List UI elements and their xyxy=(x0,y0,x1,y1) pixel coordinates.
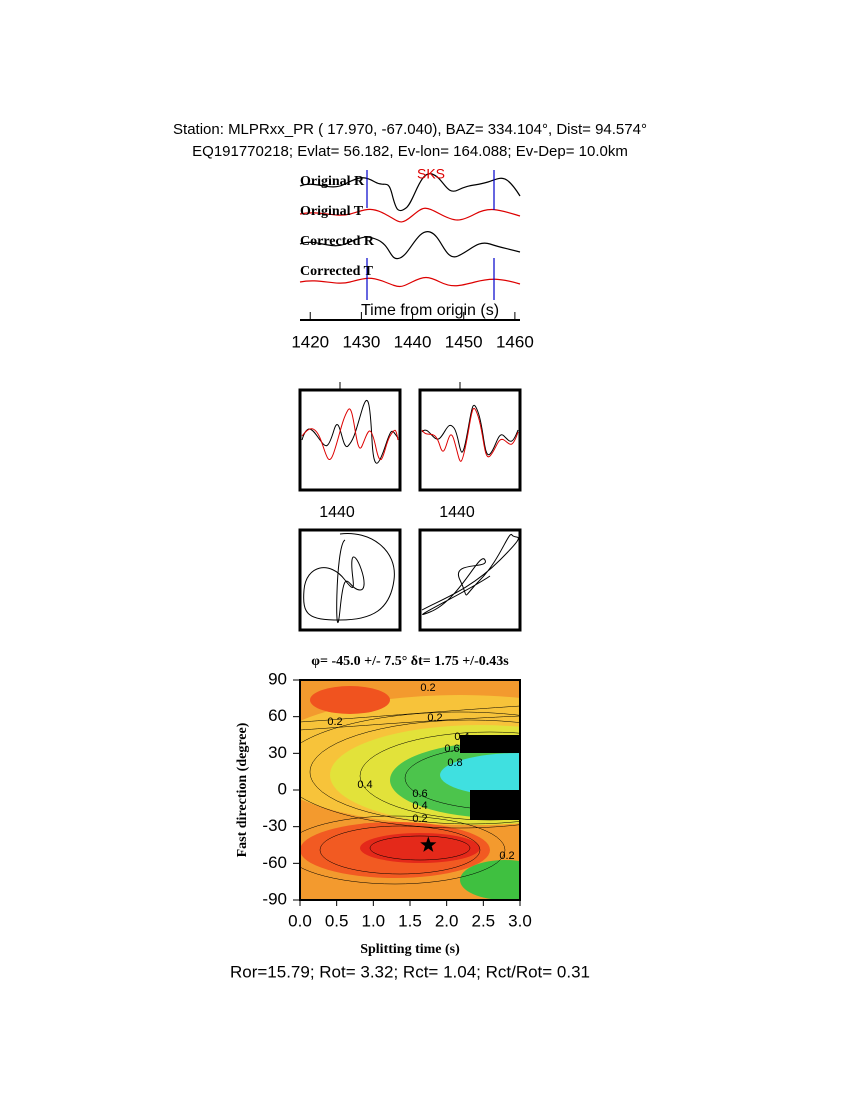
y-tick-label: -90 xyxy=(262,889,287,908)
x-axis-label: Splitting time (s) xyxy=(360,942,460,957)
y-tick-label: 60 xyxy=(268,706,287,725)
x-tick-label: 1.0 xyxy=(362,911,386,930)
trace xyxy=(421,404,519,456)
x-tick-label: 0.0 xyxy=(288,911,312,930)
x-tick-label: 1450 xyxy=(445,332,483,351)
contour-line xyxy=(300,715,520,731)
contour-fill xyxy=(460,735,520,753)
grid-title: φ= -45.0 +/- 7.5° δt= 1.75 +/-0.43s xyxy=(311,654,509,669)
x-tick-label: 0.5 xyxy=(325,911,349,930)
y-axis-label: Fast direction (degree) xyxy=(235,722,250,857)
y-tick-label: 90 xyxy=(268,669,287,688)
panel-frame xyxy=(298,388,402,492)
x-axis-label: Time from origin (s) xyxy=(361,302,499,319)
waveform-panel xyxy=(299,170,521,300)
zoom-tick-label: 1440 xyxy=(319,504,355,521)
trace-label: Original R xyxy=(300,174,365,189)
contour-label: 0.4 xyxy=(357,779,372,791)
contour-label: 0.4 xyxy=(454,731,469,743)
x-tick-label: 1440 xyxy=(394,332,432,351)
contour-label: 0.2 xyxy=(499,850,514,862)
footer: Ror=15.79; Rot= 3.32; Rct= 1.04; Rct/Rot… xyxy=(230,962,590,981)
contour-line xyxy=(404,745,520,811)
y-tick-label: 30 xyxy=(268,743,287,762)
x-tick-label: 3.0 xyxy=(508,911,532,930)
contour-line xyxy=(309,719,520,825)
zoom-panels xyxy=(298,388,522,632)
header-line: EQ191770218; Evlat= 56.182, Ev-lon= 164.… xyxy=(192,143,628,160)
x-tick-label: 1420 xyxy=(291,332,329,351)
trace xyxy=(301,408,399,461)
best-fit-star xyxy=(420,836,437,852)
contour-label: 0.6 xyxy=(444,743,459,755)
contour-map xyxy=(300,680,520,900)
contour-line xyxy=(300,705,520,723)
x-tick-label: 2.5 xyxy=(472,911,496,930)
trace-label: Original T xyxy=(300,204,364,219)
y-tick-label: -60 xyxy=(262,853,287,872)
panel-frame xyxy=(418,528,522,632)
zoom-tick-label: 1440 xyxy=(439,504,475,521)
trace xyxy=(299,207,521,223)
x-tick-label: 1.5 xyxy=(398,911,422,930)
y-tick-label: -30 xyxy=(262,816,287,835)
contour-label: 0.2 xyxy=(327,716,342,728)
trace xyxy=(299,276,521,288)
panel-frame xyxy=(298,528,402,632)
contour-label: 0.4 xyxy=(412,800,427,812)
contour-line xyxy=(369,835,471,861)
contour-fill xyxy=(470,790,520,820)
contour-label: 0.8 xyxy=(447,757,462,769)
contour-line xyxy=(300,815,506,885)
x-tick-label: 1430 xyxy=(342,332,380,351)
contour-label: 0.6 xyxy=(412,788,427,800)
trace-label: Corrected T xyxy=(300,264,374,279)
contour-fill xyxy=(310,686,390,714)
trace xyxy=(299,173,521,212)
contour-label: 0.2 xyxy=(412,813,427,825)
trace xyxy=(421,408,519,462)
particle-motion xyxy=(421,534,519,615)
contour-label: 0.2 xyxy=(427,712,442,724)
contour-line xyxy=(300,711,520,829)
panel-frame xyxy=(418,388,522,492)
trace xyxy=(299,231,521,260)
x-tick-label: 2.0 xyxy=(435,911,459,930)
contour-label: 0.2 xyxy=(420,682,435,694)
x-tick-label: 1460 xyxy=(496,332,534,351)
phase-label: SKS xyxy=(417,166,445,182)
y-tick-label: 0 xyxy=(278,779,287,798)
header-line: Station: MLPRxx_PR ( 17.970, -67.040), B… xyxy=(173,121,647,138)
contour-line xyxy=(319,825,481,875)
particle-motion xyxy=(303,533,395,623)
contour-fill xyxy=(460,860,520,900)
contour-fill xyxy=(360,833,480,863)
trace-label: Corrected R xyxy=(300,234,375,249)
contour-fill xyxy=(440,753,520,797)
contour-line xyxy=(359,731,520,821)
